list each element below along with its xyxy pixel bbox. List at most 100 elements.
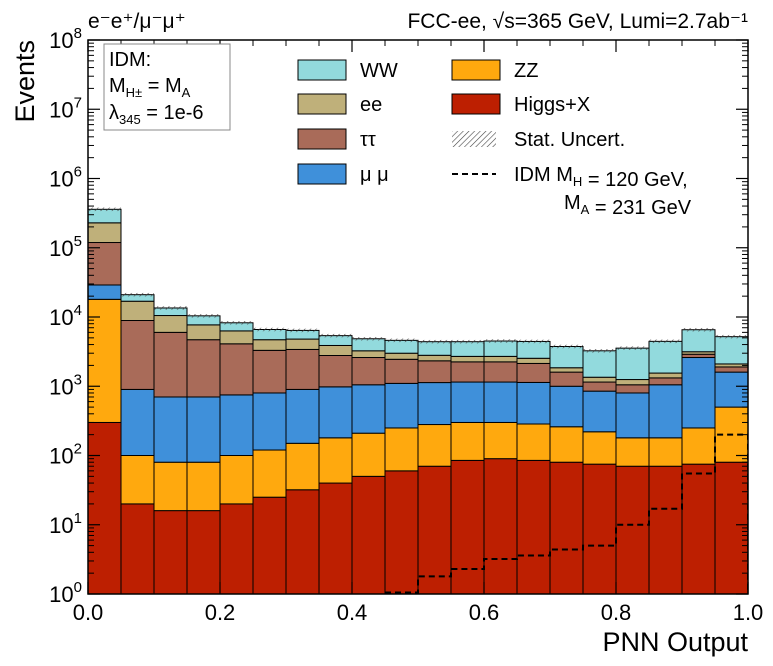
bar-tautau-bin-4 — [219, 343, 254, 396]
info-mass-sub2: A — [182, 85, 191, 100]
bar-tautau-bin-6 — [285, 348, 320, 390]
bar-ww-bin-19 — [714, 336, 748, 365]
signal-line — [385, 433, 748, 594]
y-tick-label: 101 — [49, 510, 82, 538]
stat-uncert-bin-0 — [88, 207, 121, 212]
legend-label: μ μ — [360, 164, 389, 186]
x-axis-title: PNN Output — [602, 627, 748, 657]
info-mass-sub: H± — [126, 85, 143, 100]
legend-label: ZZ — [514, 60, 538, 82]
x-tick-label: 0.4 — [337, 600, 368, 625]
bar-ww-bin-17 — [648, 340, 683, 374]
idm-info-box: IDM: MH± = MA λ345 = 1e-6 — [103, 43, 231, 131]
bar-mumu-bin-16 — [615, 392, 650, 439]
bar-zz-bin-5 — [252, 449, 287, 498]
stat-uncert-bin-8 — [352, 337, 385, 341]
x-tick-labels: 0.0 0.2 0.4 0.6 0.8 1.0 — [73, 600, 764, 625]
legend-item-tautau: ττ — [297, 128, 376, 151]
legend-swatch-hatch — [452, 131, 496, 147]
bar-zz-bin-4 — [219, 455, 254, 505]
bar-ww-bin-0 — [88, 208, 122, 224]
bar-zz-bin-11 — [450, 421, 485, 461]
bar-zz-bin-7 — [318, 437, 353, 484]
bar-ee-bin-1 — [120, 300, 155, 322]
y-tick-label: 106 — [49, 164, 82, 192]
bar-ee-bin-17 — [648, 372, 683, 379]
bar-tautau-bin-12 — [483, 361, 518, 383]
bar-mumu-bin-10 — [417, 382, 452, 426]
bar-ee-bin-4 — [219, 330, 254, 345]
y-tick-label: 102 — [49, 441, 82, 469]
stat-uncert-bin-16 — [616, 346, 649, 350]
bar-higgs-x-bin-4 — [219, 503, 254, 594]
bar-ww-bin-18 — [681, 329, 716, 353]
legend: WW ZZ ee Higgs+X ττ Stat. Uncert. μ μ IDM MH = … — [297, 59, 692, 219]
bar-ee-bin-10 — [417, 354, 452, 362]
bar-higgs-x-bin-18 — [681, 463, 716, 594]
bar-tautau-bin-10 — [417, 360, 452, 384]
bar-higgs-x-bin-8 — [351, 475, 386, 594]
y-tick-labels: 100 101 102 103 104 105 106 107 108 — [49, 25, 82, 607]
info-mass-symbol: M — [109, 75, 126, 97]
bar-tautau-bin-7 — [318, 354, 353, 388]
x-tick-label: 0.8 — [601, 600, 632, 625]
bar-mumu-bin-8 — [351, 384, 386, 434]
info-mass-eq: = M — [142, 75, 181, 97]
legend-item-stat-uncert: Stat. Uncert. — [452, 129, 625, 151]
stat-uncert-bin-6 — [286, 328, 319, 333]
bar-higgs-x-bin-12 — [483, 458, 518, 594]
info-line-1: IDM: — [109, 49, 151, 71]
stat-uncert-bin-18 — [682, 327, 715, 332]
bar-ww-bin-13 — [516, 340, 551, 359]
bar-mumu-bin-17 — [648, 384, 683, 439]
bar-tautau-bin-1 — [120, 320, 155, 390]
legend-label: Stat. Uncert. — [514, 129, 625, 151]
x-tick-label: 0.2 — [205, 600, 236, 625]
process-label: e⁻e⁺/μ⁻μ⁺ — [88, 10, 186, 33]
legend-item-higgs-x: Higgs+X — [451, 93, 590, 116]
bar-higgs-x-bin-7 — [318, 482, 353, 594]
stat-uncert-bin-12 — [484, 339, 517, 343]
bar-higgs-x-bin-5 — [252, 496, 287, 594]
legend-item-idm-m-h-120-gev: IDM MH = 120 GeV,MA = 231 GeV — [452, 164, 692, 219]
x-tick-label: 1.0 — [733, 600, 764, 625]
bar-zz-bin-1 — [120, 455, 155, 505]
bar-tautau-bin-11 — [450, 361, 485, 383]
stat-uncert-bin-7 — [319, 333, 352, 338]
bar-zz-bin-12 — [483, 421, 518, 460]
bar-ww-bin-9 — [384, 339, 419, 354]
stacked-bars — [88, 207, 748, 594]
bar-ww-bin-8 — [351, 338, 386, 352]
info-line-3: λ345 = 1e-6 — [109, 102, 204, 127]
experiment-label: FCC-ee, √s=365 GeV, Lumi=2.7ab⁻¹ — [407, 10, 748, 33]
bar-ww-bin-16 — [615, 347, 650, 381]
x-tick-label: 0.0 — [73, 600, 104, 625]
y-tick-label: 100 — [49, 579, 82, 607]
bar-mumu-bin-2 — [153, 396, 188, 463]
stat-uncert-bin-4 — [220, 321, 253, 325]
legend-item-ww: WW — [297, 59, 398, 82]
bar-tautau-bin-9 — [384, 358, 419, 384]
bar-zz-bin-2 — [153, 461, 188, 512]
bar-higgs-x-bin-2 — [153, 510, 188, 594]
legend-item-mumu: μ μ — [297, 163, 389, 186]
bar-ee-bin-3 — [186, 324, 221, 341]
bar-tautau-bin-14 — [549, 371, 584, 387]
bar-tautau-bin-16 — [615, 384, 650, 394]
bar-ee-bin-6 — [285, 338, 320, 350]
y-tick-label: 108 — [49, 25, 82, 53]
bar-zz-bin-16 — [615, 437, 650, 467]
info-lambda-sub: 345 — [119, 112, 141, 127]
stat-uncert-bin-9 — [385, 338, 418, 343]
axis-ticks — [87, 39, 749, 595]
bar-mumu-bin-7 — [318, 386, 353, 439]
bar-tautau-bin-2 — [153, 331, 188, 398]
legend-label: WW — [360, 60, 398, 82]
bar-ww-bin-11 — [450, 341, 485, 357]
bar-mumu-bin-13 — [516, 381, 551, 425]
bar-higgs-x-bin-10 — [417, 465, 452, 594]
y-tick-label: 105 — [49, 233, 82, 261]
stat-uncert-bin-1 — [121, 292, 154, 297]
bar-ww-bin-14 — [549, 345, 584, 369]
